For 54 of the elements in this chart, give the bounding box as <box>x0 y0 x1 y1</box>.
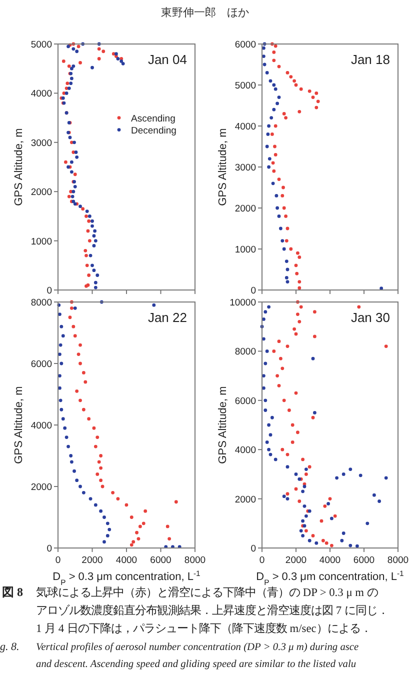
x-tick-label: 0 <box>55 555 61 566</box>
y-axis-title: GPS Altitude, m <box>13 128 25 206</box>
y-tick-label: 2000 <box>30 482 52 493</box>
y-tick-label: 0 <box>46 544 52 554</box>
x-tick-label: 8000 <box>387 555 409 566</box>
y-tick-label: 2000 <box>234 204 256 214</box>
y-tick-label: 1000 <box>234 244 256 256</box>
y-tick-label: 0 <box>250 286 256 296</box>
y-tick-label: 0 <box>250 544 256 554</box>
y-tick-label: 2000 <box>234 494 256 506</box>
y-tick-label: 10000 <box>230 298 256 308</box>
y-tick-label: 4000 <box>30 88 52 100</box>
text: 東野伸一郎 ほか <box>161 6 249 19</box>
y-tick-label: 5000 <box>234 80 256 92</box>
y-tick-label: 6000 <box>234 40 256 50</box>
x-tick-label: 4000 <box>116 555 138 566</box>
text: and descent. Ascending speed and gliding speed are similar to the listed valu <box>36 659 356 670</box>
text: 気球による上昇中（赤）と滑空による下降中（青）の DP > 0.3 μ m の <box>36 586 378 599</box>
text: 1 月 4 日の下降は，パラシュート降下（降下速度数 m/sec）による． <box>36 622 372 635</box>
x-tick-label: 2000 <box>285 555 307 566</box>
y-tick-label: 6000 <box>30 359 52 370</box>
text: Jan 30 <box>350 310 390 325</box>
legend-label: Ascending <box>131 113 176 124</box>
x-axis-title: D$_{P}$ > 0.3 μm concentration, L$^{-1}$ <box>256 568 404 586</box>
y-tick-label: 4000 <box>30 420 52 432</box>
y-tick-label: 6000 <box>234 396 256 407</box>
y-axis-title: GPS Altitude, m <box>217 128 229 206</box>
text: Jan 22 <box>148 310 187 325</box>
text: Jan 04 <box>148 52 187 67</box>
y-tick-label: 2000 <box>30 187 52 198</box>
caption: 図 8 <box>2 585 23 599</box>
x-tick-label: 4000 <box>319 555 341 566</box>
y-tick-label: 4000 <box>234 122 256 132</box>
y-tick-label: 3000 <box>234 162 256 174</box>
x-tick-label: 6000 <box>353 555 375 566</box>
text: Jan 18 <box>350 52 390 67</box>
text: Vertical profiles of aerosol number concentration (DP > 0.3 μ m) during asce <box>36 642 360 653</box>
y-tick-label: 0 <box>46 286 52 296</box>
legend-label: Decending <box>131 125 176 136</box>
y-tick-label: 8000 <box>30 298 52 308</box>
y-tick-label: 5000 <box>30 40 52 50</box>
x-tick-label: 2000 <box>82 555 103 566</box>
y-axis-title: GPS Altitude, m <box>13 386 25 464</box>
y-tick-label: 8000 <box>234 346 256 358</box>
y-tick-label: 3000 <box>30 138 52 149</box>
x-axis-title: D$_{P}$ > 0.3 μm concentration, L$^{-1}$ <box>52 568 200 586</box>
x-tick-label: 0 <box>259 555 265 566</box>
y-tick-label: 4000 <box>234 445 256 456</box>
x-tick-label: 8000 <box>184 555 206 566</box>
y-tick-label: 1000 <box>30 236 52 248</box>
y-axis-title: GPS Altitude, m <box>217 386 229 464</box>
text: アロゾル数濃度鉛直分布観測結果．上昇速度と滑空速度は図 7 に同じ． <box>36 604 388 617</box>
x-tick-label: 6000 <box>150 555 172 566</box>
text: g. 8. <box>0 641 20 653</box>
